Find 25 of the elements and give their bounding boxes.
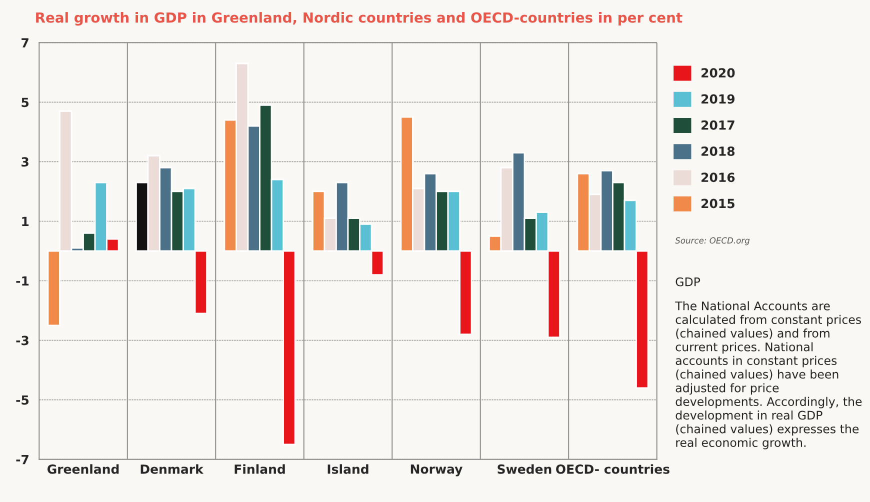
legend-label: 2019 — [702, 94, 735, 104]
legend-label: 2017 — [702, 120, 734, 130]
y-tick-label: -7 — [16, 454, 28, 464]
text: The National Accounts are calculated from constant prices (chained values) and from current prices. National accounts in constant prices (chained values) have been adjusted for price developments. Accordingly, the development in real GDP (chained values) expresses the real economic growth. — [675, 301, 862, 450]
legend-label: 2018 — [702, 146, 735, 156]
chart-title: Real growth in GDP in Greenland, Nordic countries and OECD-countries in per cent — [36, 12, 682, 26]
x-tick-label: Island — [328, 464, 368, 474]
x-tick-label: Finland — [234, 464, 285, 474]
source-note: Source: OECD.org — [675, 237, 750, 246]
y-tick-label: 1 — [22, 216, 29, 226]
x-tick-label: OECD- countries — [556, 464, 670, 474]
y-tick-label: -5 — [16, 395, 29, 405]
legend-label: 2020 — [702, 68, 735, 78]
y-tick-label: -3 — [16, 336, 28, 346]
legend-label: 2015 — [702, 198, 734, 208]
x-tick-label: Norway — [410, 464, 462, 476]
x-tick-label: Denmark — [140, 464, 204, 474]
legend-label: 2016 — [702, 172, 735, 182]
y-tick-label: -1 — [16, 276, 29, 286]
y-tick-label: 3 — [22, 157, 28, 167]
y-tick-label: 7 — [22, 38, 28, 48]
y-tick-label: 5 — [22, 98, 29, 108]
x-tick-label: Greenland — [47, 464, 119, 474]
x-tick-label: Sweden — [498, 464, 552, 474]
text: GDP — [676, 277, 700, 286]
